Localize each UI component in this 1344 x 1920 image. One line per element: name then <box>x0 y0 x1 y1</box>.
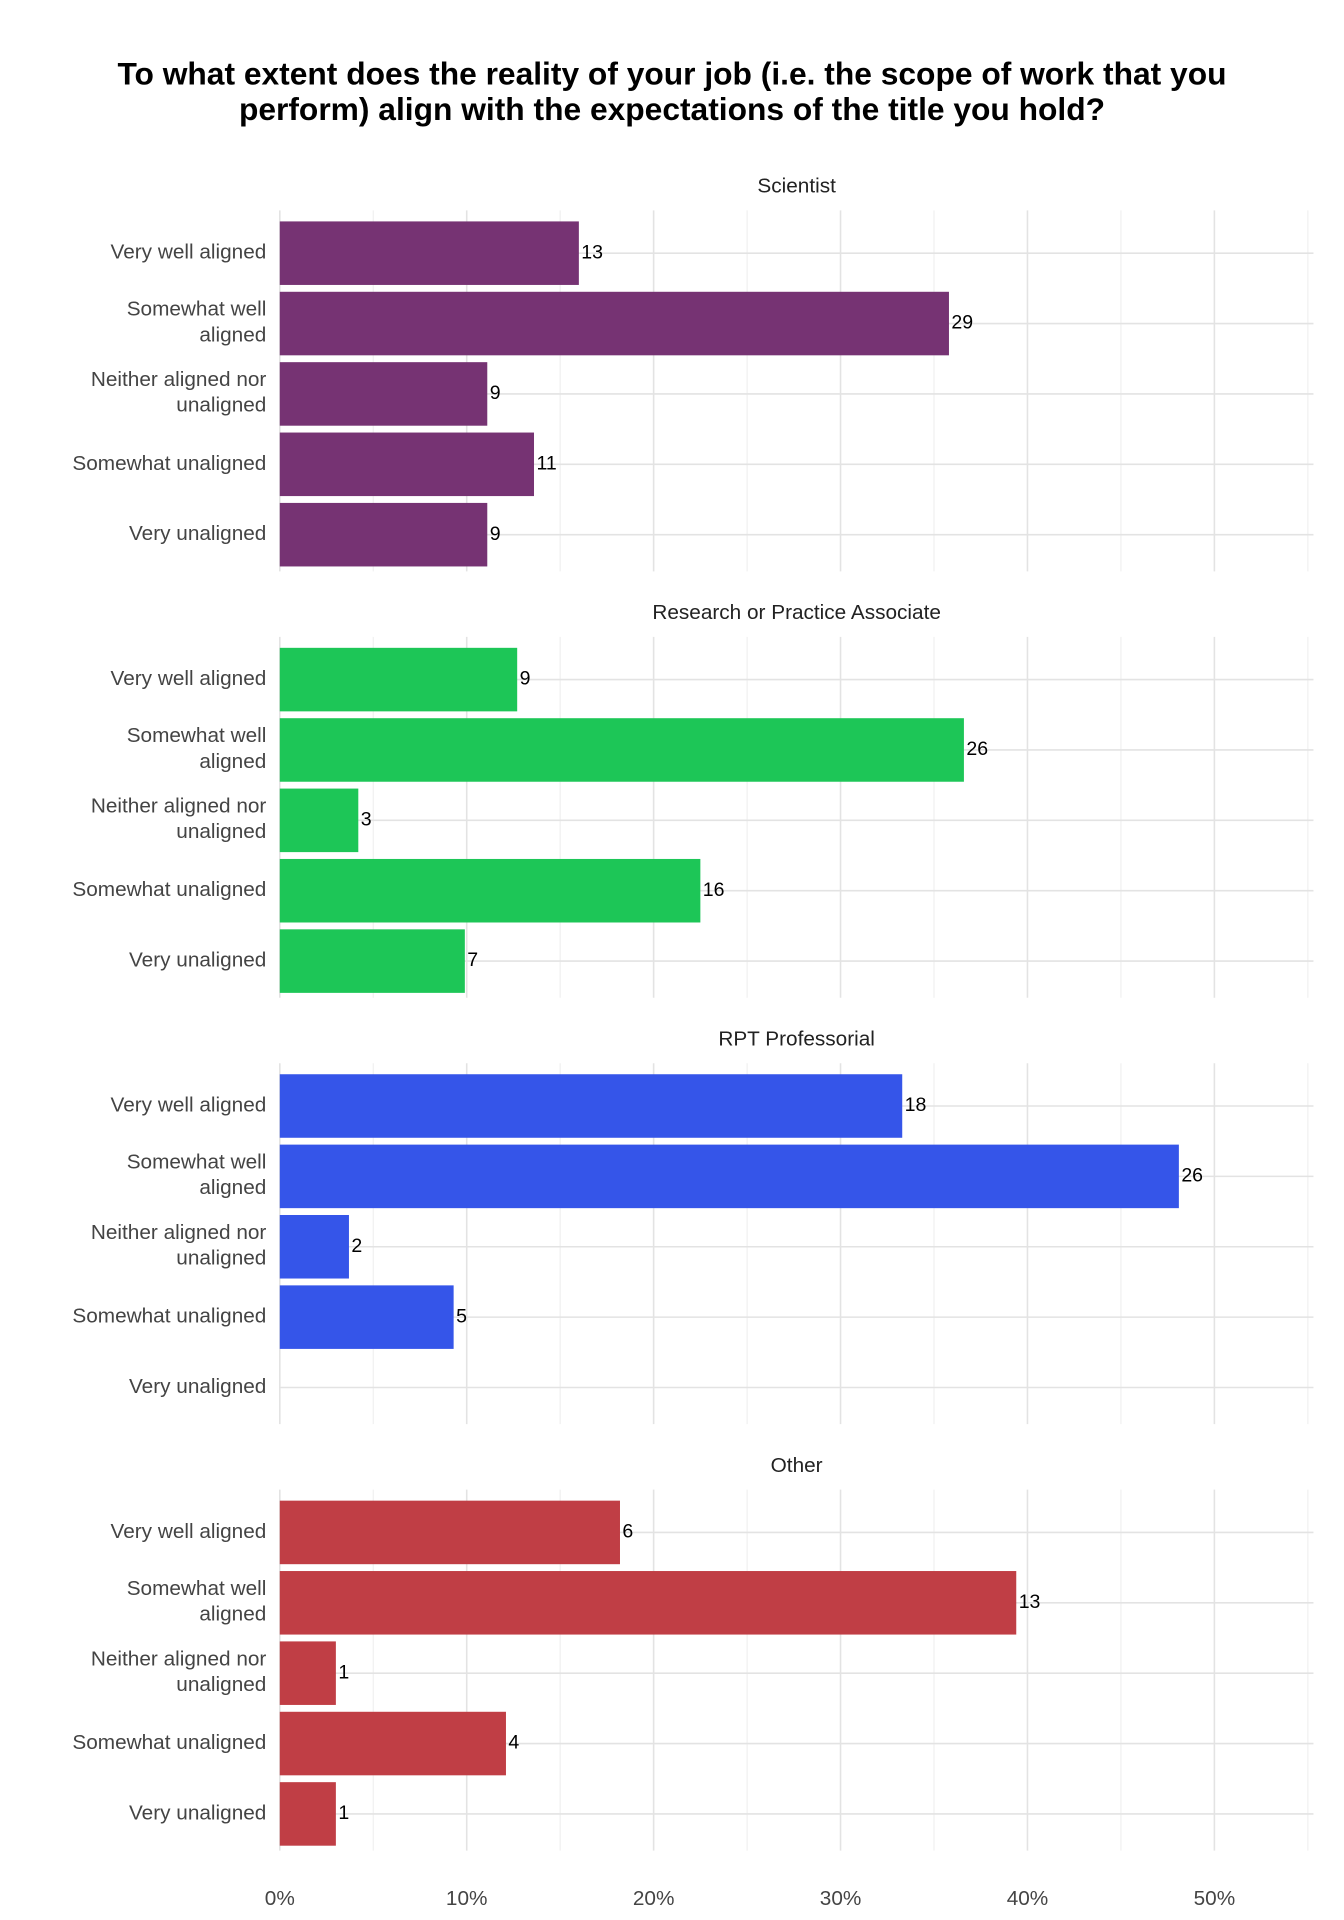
category-label: Somewhat well aligned <box>127 725 267 774</box>
x-tick-label: 10% <box>446 1887 488 1910</box>
category-label: Somewhat unaligned <box>72 1731 266 1754</box>
category-label: Neither aligned nor unaligned <box>91 369 267 418</box>
category-label: Very unaligned <box>129 1375 266 1398</box>
value-label: 11 <box>536 452 556 474</box>
x-tick-label: 0% <box>265 1887 295 1910</box>
category-label: Very unaligned <box>129 522 266 545</box>
bar <box>279 1214 349 1279</box>
bar <box>279 1074 903 1138</box>
value-label: 6 <box>622 1521 633 1543</box>
category-label: Somewhat well aligned <box>127 1151 267 1200</box>
value-label: 29 <box>951 312 973 334</box>
category-label: Very well aligned <box>111 1093 267 1116</box>
category-label: Somewhat well aligned <box>127 1577 267 1626</box>
category-label: Very unaligned <box>129 949 266 972</box>
bar <box>279 1641 336 1705</box>
value-label: 2 <box>351 1235 362 1257</box>
category-label: Neither aligned nor unaligned <box>91 1221 267 1270</box>
value-label: 13 <box>1019 1591 1041 1613</box>
bar <box>279 1782 336 1846</box>
x-tick-label: 20% <box>633 1887 675 1910</box>
value-label: 26 <box>966 738 988 760</box>
category-label: Somewhat unaligned <box>72 1305 266 1328</box>
value-label: 16 <box>703 879 725 901</box>
facet-title: Other <box>771 1454 823 1477</box>
bar <box>279 432 535 497</box>
category-label: Neither aligned nor unaligned <box>91 1648 267 1697</box>
facet-title: Research or Practice Associate <box>652 601 941 624</box>
category-label: Somewhat unaligned <box>72 878 266 901</box>
bar <box>279 221 579 285</box>
facet-title: RPT Professorial <box>718 1028 875 1051</box>
bar <box>279 929 465 993</box>
bar <box>279 291 949 356</box>
bar <box>279 718 964 782</box>
category-label: Very well aligned <box>111 1520 267 1543</box>
bar <box>279 1711 506 1776</box>
category-label: Somewhat well aligned <box>127 298 267 347</box>
x-tick-label: 30% <box>820 1887 862 1910</box>
bar <box>279 362 488 426</box>
value-label: 13 <box>581 241 603 263</box>
category-label: Somewhat unaligned <box>72 452 266 475</box>
x-tick-label: 50% <box>1194 1887 1236 1910</box>
bar <box>279 1144 1179 1209</box>
value-label: 9 <box>490 382 501 404</box>
value-label: 9 <box>520 668 531 690</box>
bar <box>279 1500 620 1565</box>
value-label: 5 <box>456 1305 467 1327</box>
value-label: 18 <box>905 1094 927 1116</box>
value-label: 3 <box>361 809 372 831</box>
category-label: Very well aligned <box>111 241 267 264</box>
value-label: 1 <box>338 1802 349 1824</box>
bar <box>279 1285 454 1349</box>
value-label: 4 <box>508 1732 519 1754</box>
bar <box>279 502 488 567</box>
bar <box>279 647 518 712</box>
bar <box>279 788 359 853</box>
bar <box>279 858 701 923</box>
value-label: 7 <box>467 949 478 971</box>
category-label: Very unaligned <box>129 1801 266 1824</box>
facet-title: Scientist <box>757 175 836 198</box>
chart-title: To what extent does the reality of your … <box>117 56 1226 127</box>
category-label: Neither aligned nor unaligned <box>91 795 267 844</box>
category-label: Very well aligned <box>111 667 267 690</box>
value-label: 26 <box>1181 1165 1203 1187</box>
x-tick-label: 40% <box>1007 1887 1049 1910</box>
bar <box>279 1571 1017 1635</box>
value-label: 9 <box>490 523 501 545</box>
value-label: 1 <box>338 1661 349 1683</box>
